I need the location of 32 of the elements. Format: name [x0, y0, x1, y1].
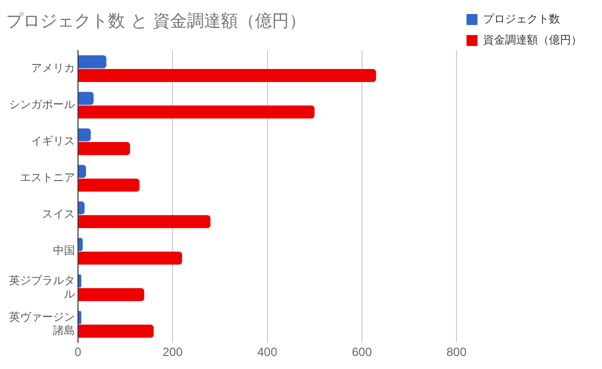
x-tick-label: 200: [162, 345, 183, 360]
bar: [78, 178, 140, 192]
y-tick-label: エストニア: [20, 171, 75, 184]
bar: [78, 69, 376, 82]
chart-title: プロジェクト数 と 資金調達額（億円）: [6, 12, 306, 32]
bar: [78, 55, 106, 68]
x-tick-label: 600: [352, 345, 372, 360]
x-tick-label: 800: [446, 345, 467, 360]
y-tick-label: スイス: [42, 208, 75, 221]
bar: [78, 310, 82, 324]
y-tick-label: イギリス: [31, 134, 75, 148]
y-tick-label: アメリカ: [31, 62, 75, 75]
y-tick-label: 英ヴァージン諸島: [9, 310, 75, 337]
bar: [78, 324, 154, 338]
legend-label: プロジェクト数: [483, 12, 560, 26]
y-tick-label: 中国: [53, 244, 75, 258]
bar: [78, 164, 86, 178]
bar: [78, 252, 182, 265]
bar: [78, 142, 130, 156]
legend-label: 資金調達額（億円）: [483, 33, 582, 46]
bar: [78, 238, 83, 251]
y-tick-label: 英ジブラルタル: [9, 274, 75, 300]
y-tick-label: シンガポール: [9, 98, 75, 112]
x-tick-label: 400: [257, 345, 278, 360]
bar: [78, 274, 82, 288]
bar: [78, 288, 144, 302]
bar: [78, 201, 85, 214]
bar: [78, 215, 210, 228]
bar: [78, 106, 315, 119]
x-tick-label: 0: [74, 345, 82, 360]
bar: [78, 92, 94, 105]
bar: [78, 128, 91, 142]
